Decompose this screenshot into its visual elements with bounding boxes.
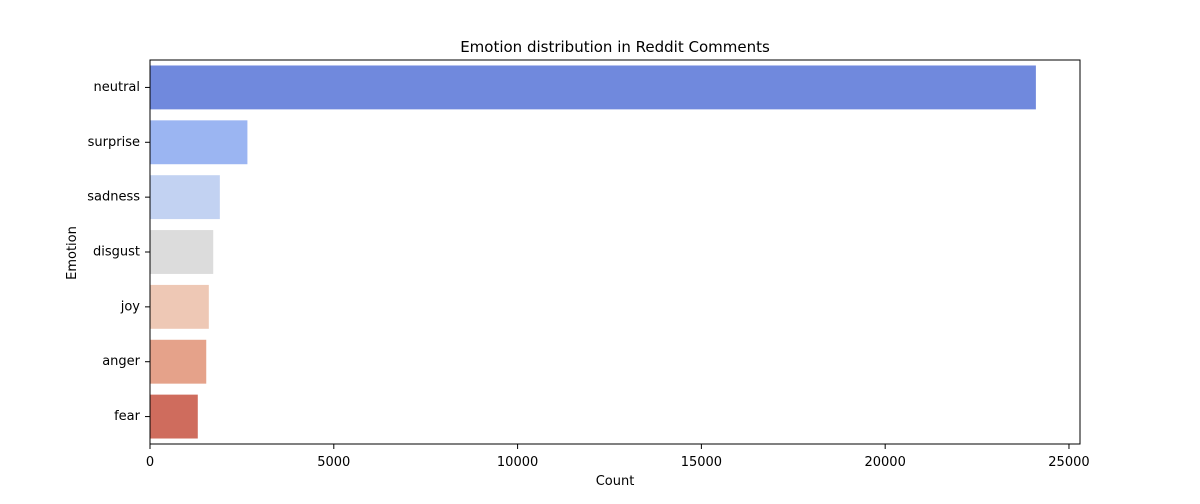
y-tick-label-anger: anger <box>102 354 140 369</box>
x-tick-label-20000: 20000 <box>864 455 905 470</box>
bars-group <box>150 65 1036 439</box>
bar-anger <box>150 339 207 384</box>
y-tick-label-neutral: neutral <box>94 80 141 95</box>
x-axis-title: Count <box>596 474 635 489</box>
x-tick-label-0: 0 <box>146 455 154 470</box>
plot-frame <box>149 59 1081 445</box>
y-tick-label-surprise: surprise <box>88 135 140 150</box>
x-tick-label-10000: 10000 <box>497 455 538 470</box>
y-axis-ticks: neutral surprise sadness disgust joy anger fea… <box>87 80 150 424</box>
x-axis-ticks: 0 5000 10000 15000 20000 25000 <box>146 444 1090 470</box>
x-tick-label-25000: 25000 <box>1048 455 1089 470</box>
x-tick-label-15000: 15000 <box>681 455 722 470</box>
y-tick-label-disgust: disgust <box>93 245 140 260</box>
bar-surprise <box>150 120 248 165</box>
bar-fear <box>150 394 198 439</box>
y-tick-label-sadness: sadness <box>87 190 140 205</box>
chart-title: Emotion distribution in Reddit Comments <box>460 38 770 56</box>
bar-disgust <box>150 230 214 274</box>
y-tick-label-joy: joy <box>120 299 141 314</box>
bar-neutral <box>150 65 1036 110</box>
y-axis-title: Emotion <box>65 226 80 280</box>
y-tick-label-fear: fear <box>114 409 141 424</box>
x-tick-label-5000: 5000 <box>317 455 350 470</box>
bar-joy <box>150 284 209 329</box>
bar-sadness <box>150 175 220 220</box>
